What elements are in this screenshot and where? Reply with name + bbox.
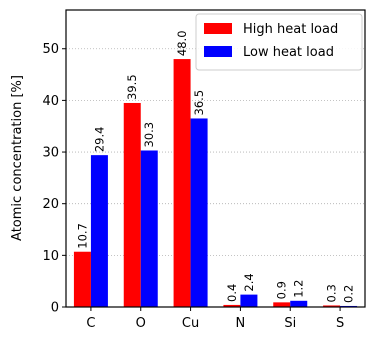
data-label: 1.2 xyxy=(292,280,306,298)
y-tick-label: 0 xyxy=(51,301,59,316)
data-label: 36.5 xyxy=(192,90,206,116)
bars xyxy=(73,59,358,308)
bar xyxy=(223,304,241,307)
data-label: 39.5 xyxy=(125,74,139,100)
legend: High heat load Low heat load xyxy=(195,13,363,71)
bar xyxy=(140,150,158,307)
y-tick-label: 40 xyxy=(42,94,59,109)
legend-box xyxy=(195,13,363,71)
data-labels: 10.7 29.4 39.5 30.3 48.0 36.5 0.42.4 0.9 1.2 0.3 0… xyxy=(75,30,355,303)
bar xyxy=(190,118,208,307)
x-tick-label: S xyxy=(336,316,344,331)
y-axis-title: Atomic concentration [%] xyxy=(10,75,25,241)
bar xyxy=(173,59,191,307)
bar xyxy=(290,300,308,307)
data-label: 0.2 xyxy=(342,285,356,303)
x-tick-label: Cu xyxy=(182,316,199,331)
data-label: 2.4 xyxy=(242,273,256,291)
data-label: 0.3 xyxy=(325,284,339,302)
y-tick-label: 30 xyxy=(42,146,59,161)
y-tick-label: 50 xyxy=(42,42,59,57)
plot-frame xyxy=(65,9,366,308)
x-tick-label: O xyxy=(136,316,146,331)
data-label: 0.9 xyxy=(275,281,289,299)
data-label: 29.4 xyxy=(92,127,106,153)
data-label: 10.7 xyxy=(75,223,89,249)
legend-label: High heat load xyxy=(243,22,338,37)
axes: 0 10 20 30 40 50 C O Cu N Si S xyxy=(42,9,366,331)
y-tick-label: 20 xyxy=(42,197,59,212)
data-label: 0.4 xyxy=(225,284,239,302)
grid-lines xyxy=(66,48,365,256)
x-tick-label: N xyxy=(236,316,246,331)
x-tick-label: C xyxy=(86,316,95,331)
bar xyxy=(123,102,141,308)
legend-label: Low heat load xyxy=(243,45,334,60)
legend-swatch xyxy=(204,46,232,57)
legend-swatch xyxy=(204,23,232,34)
data-label: 48.0 xyxy=(175,30,189,56)
bar xyxy=(240,294,258,307)
bar xyxy=(90,155,108,307)
x-tick-label: Si xyxy=(284,316,296,331)
data-label: 30.3 xyxy=(142,122,156,148)
bar xyxy=(73,251,91,307)
bar xyxy=(273,302,291,307)
y-tick-label: 10 xyxy=(42,249,59,264)
bar xyxy=(323,305,341,307)
